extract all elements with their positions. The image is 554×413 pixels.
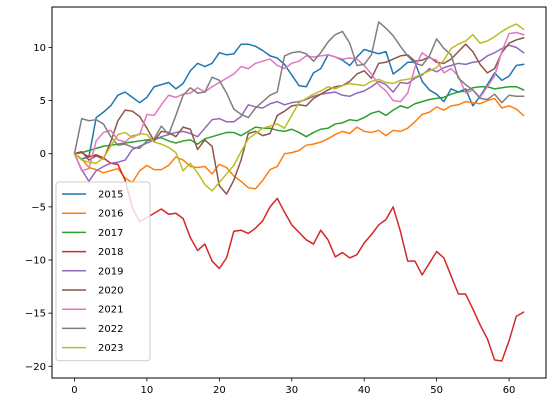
series-line-2021 — [73, 31, 525, 172]
x-tick-label: 0 — [71, 385, 77, 396]
series-line-2023 — [73, 23, 525, 192]
series-line-2019 — [73, 44, 525, 183]
y-tick-label: 10 — [33, 43, 46, 54]
legend-label-2022: 2022 — [98, 324, 123, 335]
y-axis: −20 −15 −10 −5 0 5 10 — [25, 43, 52, 373]
legend-label-2020: 2020 — [98, 286, 123, 297]
legend-label-2021: 2021 — [98, 305, 123, 316]
y-tick-label: −15 — [25, 309, 46, 320]
legend-label-2023: 2023 — [98, 343, 123, 354]
legend-label-2015: 2015 — [98, 190, 123, 201]
legend-label-2018: 2018 — [98, 247, 123, 258]
x-tick-label: 50 — [430, 385, 443, 396]
series-layer — [73, 21, 525, 362]
x-tick-label: 60 — [503, 385, 516, 396]
x-tick-label: 40 — [358, 385, 371, 396]
legend-box — [55, 181, 151, 362]
axes-frame — [51, 6, 547, 379]
x-tick-label: 30 — [285, 385, 298, 396]
x-tick-label: 20 — [213, 385, 226, 396]
legend-label-2019: 2019 — [98, 266, 123, 277]
y-tick-label: 0 — [40, 149, 46, 160]
series-line-2015 — [73, 43, 525, 160]
x-tick-label: 10 — [141, 385, 154, 396]
y-tick-label: 5 — [40, 96, 46, 107]
legend-label-2016: 2016 — [98, 209, 123, 220]
series-line-2016 — [73, 97, 525, 190]
x-axis: 0 10 20 30 40 50 60 — [71, 378, 515, 396]
series-line-2020 — [73, 36, 525, 195]
y-tick-label: −5 — [31, 202, 46, 213]
legend: 2015 2016 2017 2018 2019 2020 2021 2022 2023 — [55, 181, 151, 362]
y-tick-label: −10 — [25, 256, 46, 267]
y-tick-label: −20 — [25, 362, 46, 373]
legend-label-2017: 2017 — [98, 228, 123, 239]
